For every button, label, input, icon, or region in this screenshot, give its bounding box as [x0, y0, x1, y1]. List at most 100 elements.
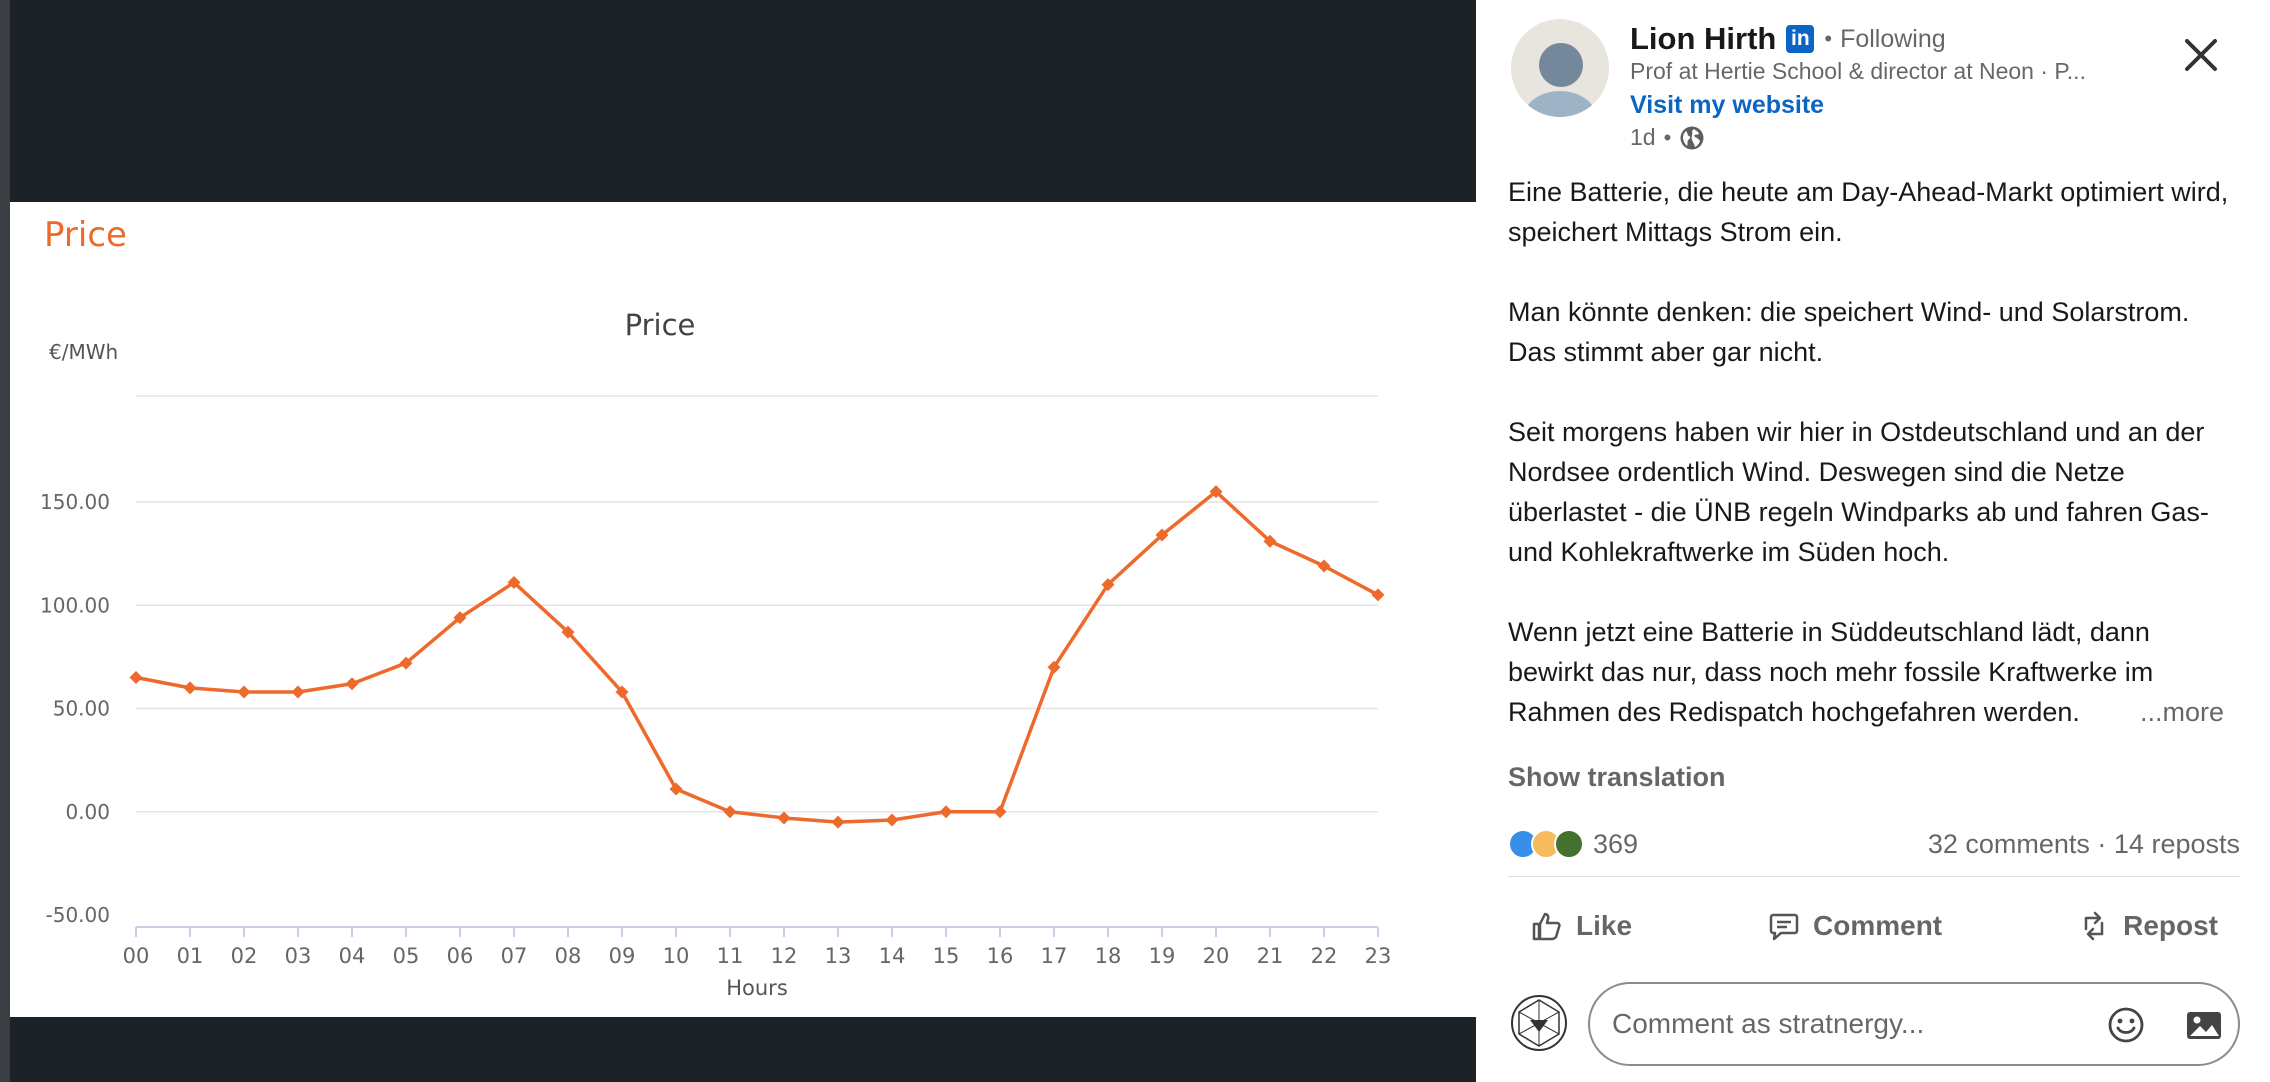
x-tick-label: 19: [1149, 944, 1176, 968]
thumbs-up-icon: [1532, 912, 1561, 941]
post-paragraph: Seit morgens haben wir hier in Ostdeutsc…: [1508, 417, 2209, 567]
x-tick-label: 01: [177, 944, 204, 968]
data-point-marker: [507, 576, 521, 590]
x-tick-label: 14: [879, 944, 906, 968]
data-point-marker: [831, 815, 845, 829]
data-point-marker: [1155, 528, 1169, 542]
post-paragraph: Eine Batterie, die heute am Day-Ahead-Ma…: [1508, 177, 2229, 247]
x-tick-label: 08: [555, 944, 582, 968]
x-tick-label: 07: [501, 944, 528, 968]
author-avatar[interactable]: [1511, 19, 1609, 117]
add-photo-button[interactable]: [2184, 1005, 2224, 1045]
see-more-button[interactable]: ...more: [2132, 692, 2225, 732]
data-point-marker: [615, 685, 629, 699]
post-details-panel: Lion Hirth in • Following Prof at Hertie…: [1476, 0, 2270, 1082]
like-label: Like: [1576, 910, 1633, 941]
data-point-marker: [399, 656, 413, 670]
x-tick-label: 03: [285, 944, 312, 968]
post-actions: Like Comment Repost: [1508, 896, 2240, 956]
price-chart-image: Price Price €/MWh Hours 150.00 100.00 50.0…: [10, 202, 1476, 1017]
data-point-marker: [345, 677, 359, 691]
post-text: Eine Batterie, die heute am Day-Ahead-Ma…: [1508, 172, 2238, 728]
author-headline: Prof at Hertie School & director at Neon…: [1630, 58, 2086, 84]
post-meta: 1d •: [1630, 124, 1705, 151]
x-axis-label: Hours: [726, 976, 788, 1000]
x-tick-label: 00: [123, 944, 150, 968]
data-point-marker: [1209, 485, 1223, 499]
chart-section-title: Price: [44, 215, 127, 255]
separator-dot: •: [1824, 26, 1833, 51]
emoji-icon: [2108, 1007, 2144, 1043]
post-age: 1d: [1630, 124, 1656, 150]
x-tick-label: 05: [393, 944, 420, 968]
comment-input[interactable]: [1588, 982, 2240, 1066]
comment-button[interactable]: Comment: [1745, 909, 1964, 943]
post-paragraph: Wenn jetzt eine Batterie in Süddeutschla…: [1508, 617, 2154, 727]
celebrate-reaction-icon: [1554, 829, 1584, 859]
social-counts: 369 32 comments · 14 reposts: [1508, 826, 2240, 862]
data-point-marker: [669, 782, 683, 796]
post-media-viewer: Price Price €/MWh Hours 150.00 100.00 50.0…: [10, 0, 1476, 1082]
repost-icon: [2084, 911, 2104, 941]
emoji-button[interactable]: [2106, 1005, 2146, 1045]
data-point-marker: [723, 805, 737, 819]
x-tick-label: 04: [339, 944, 366, 968]
price-series-line: [135, 489, 1379, 824]
avatar-body-shape: [1523, 91, 1597, 117]
price-line-chart: Price Price €/MWh Hours 150.00100.0050.0…: [40, 215, 1392, 1000]
divider: [1508, 876, 2240, 877]
commenter-avatar: [1508, 992, 1570, 1054]
data-point-marker: [453, 611, 467, 625]
y-tick-label: 0.00: [65, 800, 110, 824]
data-point-marker: [291, 685, 305, 699]
visit-website-link[interactable]: Visit my website: [1630, 91, 1825, 119]
window-edge: [0, 0, 10, 1082]
comment-label: Comment: [1813, 910, 1943, 941]
x-tick-label: 09: [609, 944, 636, 968]
data-point-marker: [1263, 534, 1277, 548]
post-paragraph: Man könnte denken: die speichert Wind- u…: [1508, 297, 2190, 367]
stratnergy-logo-icon: [1511, 995, 1567, 1051]
x-tick-label: 12: [771, 944, 798, 968]
author-name[interactable]: Lion Hirth: [1630, 21, 1777, 56]
y-tick-label: 150.00: [40, 490, 110, 514]
data-point-marker: [561, 625, 575, 639]
comment-composer: [1508, 982, 2240, 1066]
separator-dot: •: [1663, 124, 1672, 150]
y-tick-label: -50.00: [46, 903, 110, 927]
x-tick-label: 23: [1365, 944, 1392, 968]
reaction-count[interactable]: 369: [1593, 828, 1639, 859]
data-point-marker: [777, 811, 791, 825]
show-translation-button[interactable]: Show translation: [1508, 762, 1726, 792]
x-tick-label: 20: [1203, 944, 1230, 968]
y-tick-label: 50.00: [53, 697, 110, 721]
x-tick-label: 13: [825, 944, 852, 968]
close-button[interactable]: [2176, 30, 2226, 80]
x-tick-label: 06: [447, 944, 474, 968]
x-tick-label: 15: [933, 944, 960, 968]
x-tick-label: 22: [1311, 944, 1338, 968]
follow-status: Following: [1840, 24, 1946, 53]
data-point-marker: [939, 805, 953, 819]
data-point-marker: [885, 813, 899, 827]
x-tick-label: 17: [1041, 944, 1068, 968]
like-button[interactable]: Like: [1508, 909, 1654, 943]
comments-reposts-count[interactable]: 32 comments · 14 reposts: [1927, 828, 2240, 859]
data-point-marker: [1101, 578, 1115, 592]
data-point-marker: [993, 805, 1007, 819]
x-tick-label: 18: [1095, 944, 1122, 968]
repost-button[interactable]: Repost: [2055, 909, 2240, 943]
y-axis-label: €/MWh: [49, 340, 118, 364]
repost-label: Repost: [2123, 910, 2218, 941]
author-name-row: Lion Hirth in • Following: [1630, 19, 1946, 59]
data-point-marker: [1371, 588, 1385, 602]
linkedin-icon: in: [1786, 25, 1815, 53]
data-point-marker: [183, 681, 197, 695]
image-icon: [2187, 1012, 2221, 1039]
globe-icon: [1680, 126, 1704, 149]
x-tick-label: 11: [717, 944, 744, 968]
data-point-marker: [129, 671, 143, 685]
x-tick-label: 21: [1257, 944, 1284, 968]
x-tick-label: 10: [663, 944, 690, 968]
reactions-summary[interactable]: 369: [1508, 829, 1638, 860]
